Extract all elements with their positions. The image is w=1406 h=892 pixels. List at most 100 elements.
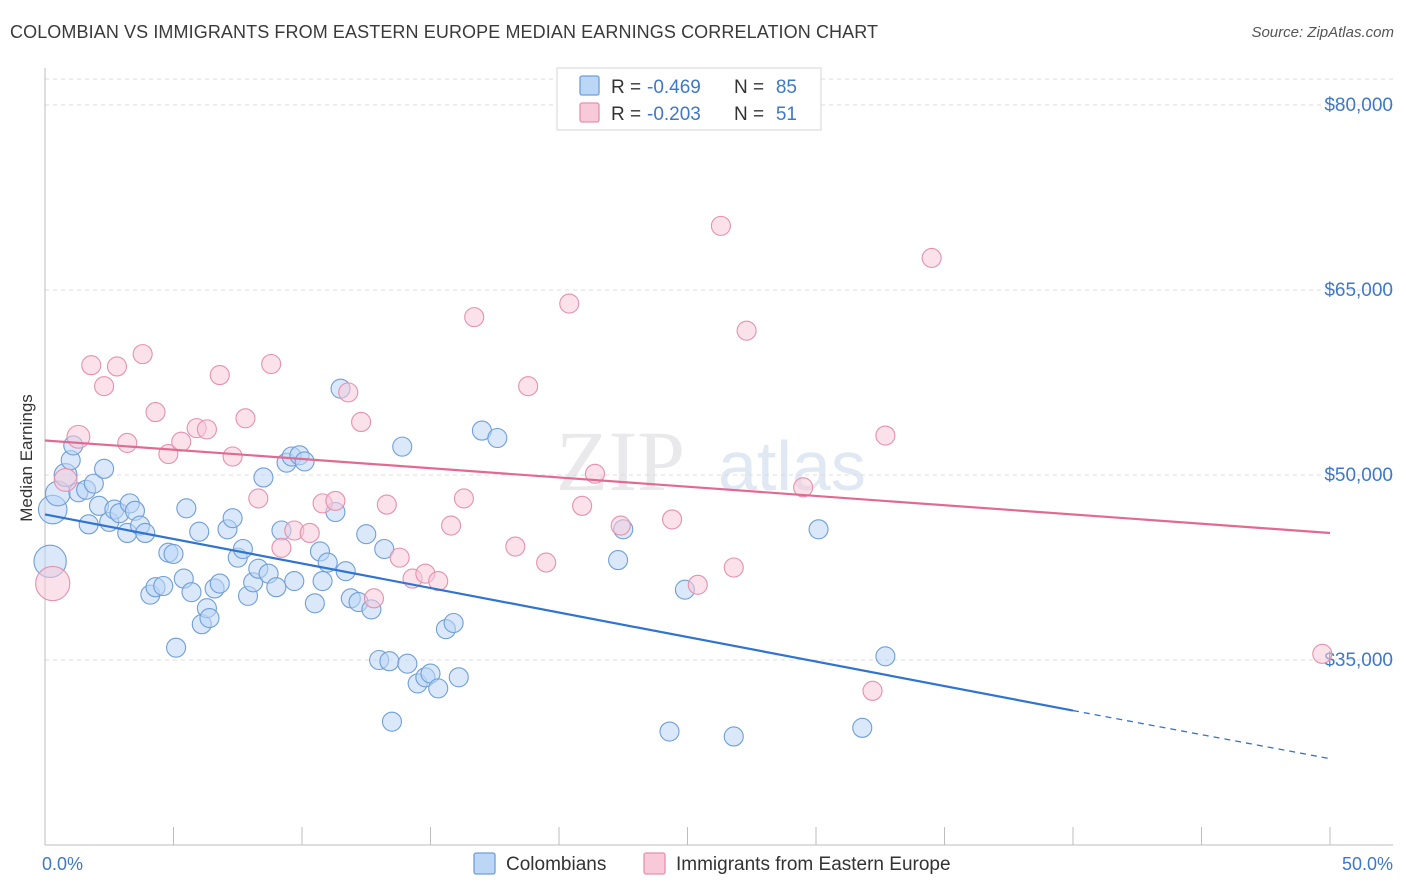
stats-legend-box <box>556 67 822 131</box>
point-eastern-europe <box>248 488 269 509</box>
series-eastern-europe-points <box>35 215 1333 701</box>
point-colombians <box>176 498 197 519</box>
point-eastern-europe <box>235 408 256 429</box>
stats-legend-n-value-colombians: 85 <box>776 77 797 98</box>
point-colombians <box>608 550 629 571</box>
point-colombians <box>94 458 115 479</box>
series-legend: Colombians Immigrants from Eastern Europ… <box>473 852 951 875</box>
point-colombians <box>304 593 325 614</box>
point-colombians <box>222 508 243 529</box>
point-eastern-europe <box>363 588 385 609</box>
stats-legend-n-label-colombians: N = <box>734 77 764 98</box>
point-colombians <box>723 726 744 747</box>
y-tick-label-80000: $80,000 <box>1324 95 1393 116</box>
series-legend-label-eastern-europe: Immigrants from Eastern Europe <box>676 854 951 875</box>
point-eastern-europe <box>196 419 217 440</box>
point-colombians <box>166 637 187 658</box>
point-colombians <box>808 519 829 540</box>
point-eastern-europe <box>271 537 292 558</box>
point-eastern-europe <box>376 494 397 515</box>
point-colombians <box>153 575 174 597</box>
point-eastern-europe <box>81 355 102 376</box>
point-colombians <box>294 451 315 472</box>
point-eastern-europe <box>572 495 593 516</box>
point-colombians <box>232 538 253 560</box>
point-colombians <box>448 667 469 688</box>
point-eastern-europe <box>453 488 474 509</box>
point-eastern-europe <box>351 411 372 433</box>
point-eastern-europe <box>710 215 731 236</box>
point-eastern-europe <box>338 382 359 403</box>
point-eastern-europe <box>584 463 606 484</box>
point-colombians <box>374 538 395 560</box>
point-colombians <box>209 573 230 594</box>
y-tick-labels: $80,000 $65,000 $50,000 $35,000 <box>1324 95 1393 671</box>
watermark-atlas: atlas <box>718 427 866 505</box>
stats-legend: R = -0.469 N = 85 R = -0.203 N = 51 <box>556 67 822 131</box>
point-eastern-europe <box>299 522 320 544</box>
point-colombians <box>392 436 413 457</box>
point-eastern-europe <box>464 307 485 328</box>
point-eastern-europe <box>132 344 153 365</box>
point-eastern-europe <box>1312 643 1333 664</box>
point-colombians <box>189 521 210 542</box>
point-eastern-europe <box>106 356 128 377</box>
point-eastern-europe <box>559 293 580 314</box>
axes <box>44 68 1393 846</box>
point-colombians <box>379 651 400 672</box>
point-colombians <box>397 653 418 674</box>
point-colombians <box>312 571 333 592</box>
trend-line-colombians-extension <box>1072 709 1331 760</box>
point-colombians <box>381 711 403 732</box>
stats-legend-r-value-eastern-europe: -0.203 <box>647 104 701 125</box>
point-eastern-europe <box>921 247 942 268</box>
point-eastern-europe <box>723 557 744 578</box>
point-eastern-europe <box>94 376 115 397</box>
grid <box>45 78 1393 661</box>
point-eastern-europe <box>610 515 631 536</box>
point-eastern-europe <box>518 376 539 397</box>
trend-line-colombians <box>44 513 1074 712</box>
point-colombians <box>428 678 449 699</box>
watermark-zip: ZIP <box>556 413 685 509</box>
point-colombians <box>875 646 896 667</box>
point-colombians <box>83 473 104 494</box>
point-eastern-europe <box>505 536 526 557</box>
point-colombians <box>443 612 464 634</box>
y-tick-label-65000: $65,000 <box>1324 280 1393 301</box>
trend-lines <box>44 439 1331 760</box>
stats-legend-n-label-eastern-europe: N = <box>734 104 764 125</box>
point-eastern-europe <box>35 565 71 602</box>
y-axis-title: Median Earnings <box>17 394 36 522</box>
point-colombians <box>266 577 287 598</box>
point-eastern-europe <box>145 402 166 423</box>
point-eastern-europe <box>53 467 78 492</box>
y-tick-label-35000: $35,000 <box>1324 650 1393 671</box>
y-tick-label-50000: $50,000 <box>1324 465 1393 486</box>
point-eastern-europe <box>441 515 462 536</box>
stats-legend-r-value-colombians: -0.469 <box>647 77 701 98</box>
stats-legend-swatch-colombians <box>579 75 600 96</box>
x-tick-label-min: 0.0% <box>42 854 83 874</box>
point-colombians <box>487 427 508 449</box>
point-eastern-europe <box>171 431 192 452</box>
chart-title: COLOMBIAN VS IMMIGRANTS FROM EASTERN EUR… <box>10 22 879 42</box>
point-eastern-europe <box>875 425 896 446</box>
point-eastern-europe <box>662 509 683 530</box>
point-eastern-europe <box>66 424 91 449</box>
source-credit: Source: ZipAtlas.com <box>1251 24 1394 41</box>
point-colombians <box>852 717 873 738</box>
point-eastern-europe <box>222 446 243 467</box>
stats-legend-r-label-colombians: R = <box>611 77 641 98</box>
x-tick-label-max: 50.0% <box>1342 854 1393 874</box>
point-eastern-europe <box>209 365 230 386</box>
point-eastern-europe <box>261 353 282 375</box>
point-eastern-europe <box>736 320 757 341</box>
series-colombians-points <box>33 378 896 747</box>
series-legend-swatch-eastern-europe <box>643 852 666 875</box>
point-eastern-europe <box>536 552 557 573</box>
point-colombians <box>284 571 305 592</box>
point-colombians <box>199 608 220 629</box>
stats-legend-r-label-eastern-europe: R = <box>611 104 641 125</box>
